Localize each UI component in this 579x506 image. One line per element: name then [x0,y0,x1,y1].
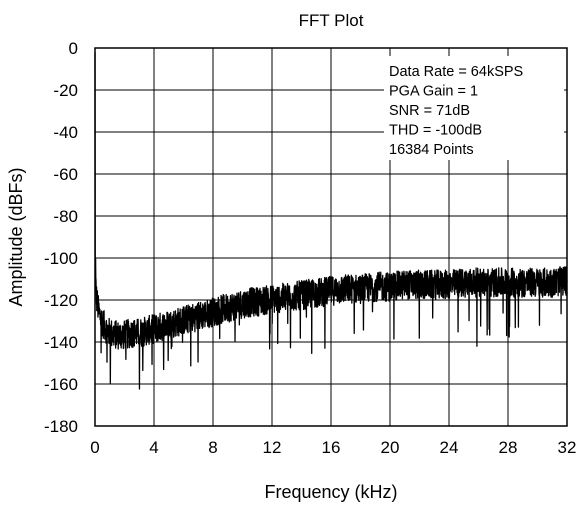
plot-frame [94,47,568,427]
x-tick-labels: 0 4 8 12 16 20 24 28 32 [90,438,576,457]
x-tick-label-7: 28 [499,438,518,457]
x-tick-label-5: 20 [381,438,400,457]
x-tick-label-1: 4 [149,438,158,457]
y-tick-label-2: -40 [53,123,78,142]
y-tick-label-9: -180 [44,417,78,436]
chart-title: FFT Plot [299,11,364,30]
y-axis-title: Amplitude (dBFs) [6,167,26,306]
fft-trace-line [94,52,568,390]
y-tick-label-8: -160 [44,375,78,394]
annotation-line-3: THD = -100dB [389,123,482,139]
x-axis-title: Frequency (kHz) [264,482,397,502]
x-tick-label-6: 24 [440,438,459,457]
y-tick-label-3: -60 [53,165,78,184]
y-tick-label-1: -20 [53,81,78,100]
y-tick-label-4: -80 [53,207,78,226]
fft-trace [94,52,568,390]
x-tick-label-0: 0 [90,438,99,457]
annotation-text: Data Rate = 64kSPS PGA Gain = 1 SNR = 71dB… [389,64,523,158]
y-tick-label-5: -100 [44,249,78,268]
annotation-line-1: PGA Gain = 1 [389,84,478,100]
x-tick-label-4: 16 [322,438,341,457]
x-tick-label-3: 12 [263,438,282,457]
x-tick-label-8: 32 [558,438,577,457]
annotation-box [384,56,564,160]
annotation-line-0: Data Rate = 64kSPS [389,64,523,80]
annotation-line-4: 16384 Points [389,142,474,158]
y-tick-label-6: -120 [44,291,78,310]
y-tick-label-0: 0 [69,39,78,58]
y-tick-labels: 0 -20 -40 -60 -80 -100 -120 -140 -160 -180 [44,39,78,436]
y-tick-label-7: -140 [44,333,78,352]
annotation-line-2: SNR = 71dB [389,103,470,119]
x-tick-label-2: 8 [208,438,217,457]
